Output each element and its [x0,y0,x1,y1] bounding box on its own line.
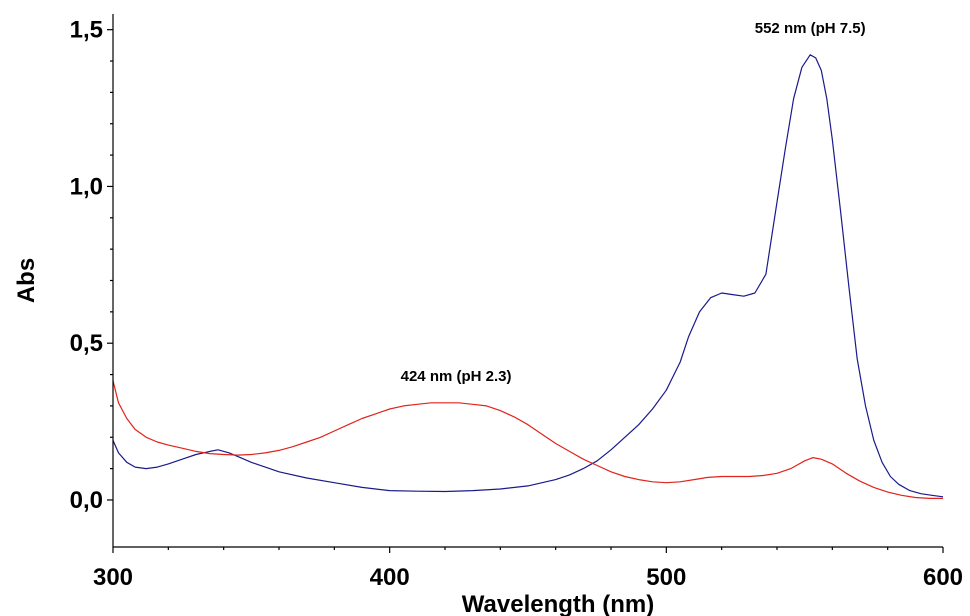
x-tick-label: 600 [923,564,963,591]
y-tick-label: 0,5 [70,330,103,357]
peak-annotation: 424 nm (pH 2.3) [401,368,512,385]
x-tick-label: 300 [93,564,133,591]
x-tick-label: 400 [370,564,410,591]
y-tick-label: 0,0 [70,487,103,514]
ticks-layer: 300 400 500 600 0,0 0,5 1,0 1,5 [70,17,963,591]
x-tick-label: 500 [646,564,686,591]
annotation-layer: 552 nm (pH 7.5) 424 nm (pH 2.3) [401,20,866,385]
axes-layer [112,14,943,548]
series-line-2 [112,380,943,499]
y-tick-label: 1,5 [70,17,103,44]
peak-annotation: 552 nm (pH 7.5) [755,20,866,37]
y-axis-title: Abs [13,258,40,303]
y-tick-label: 1,0 [70,173,103,200]
series-layer [112,54,944,499]
series-line-1 [112,54,944,498]
x-axis-title: Wavelength (nm) [462,591,654,616]
